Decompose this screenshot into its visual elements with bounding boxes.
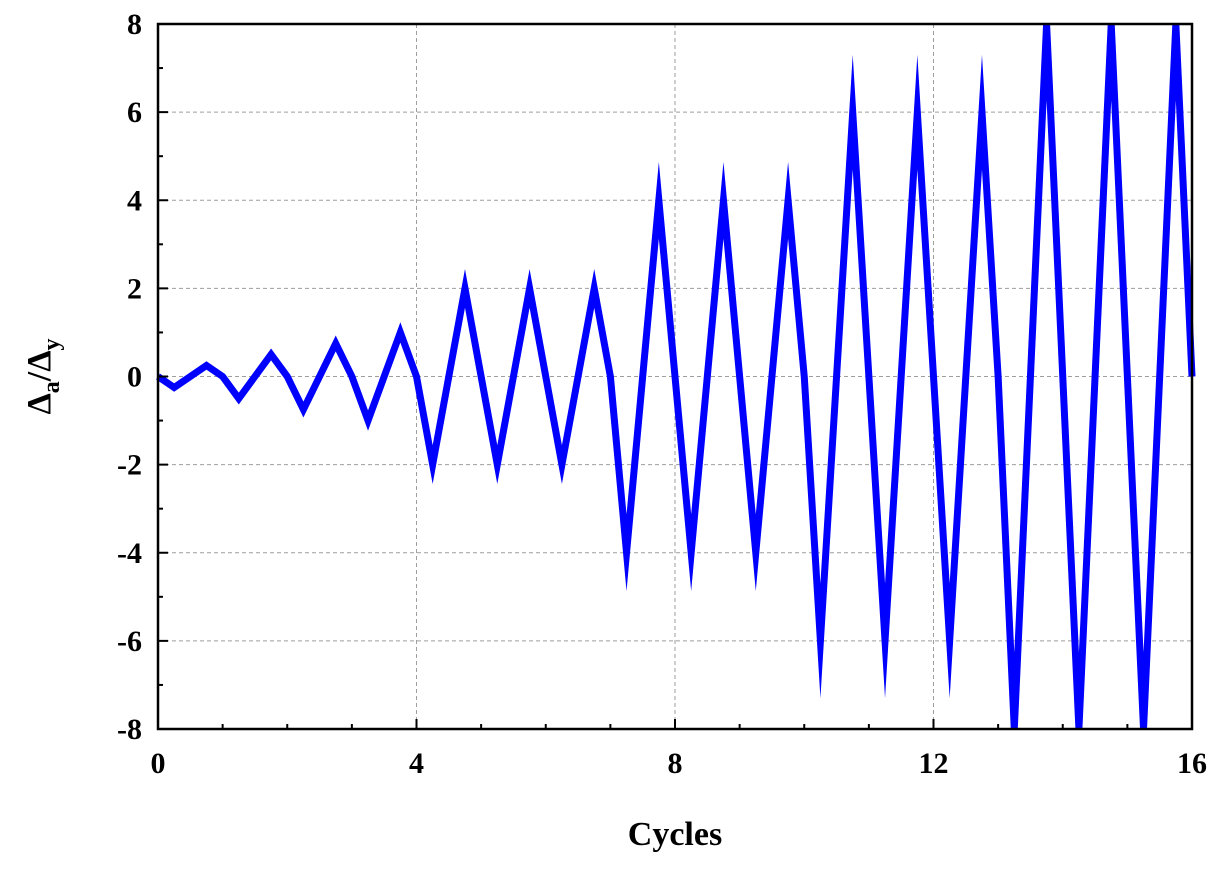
series-layer: [156, 23, 1196, 730]
svg-text:Δa/Δy: Δa/Δy: [21, 338, 65, 414]
y-tick-label: 2: [127, 272, 142, 305]
y-tick-label: -4: [117, 537, 142, 570]
x-tick-label: 4: [409, 747, 424, 780]
y-title-slash: /: [21, 371, 58, 382]
y-tick-label: 4: [127, 184, 142, 217]
y-title-delta-2: Δ: [21, 350, 58, 371]
x-axis-title: Cycles: [628, 816, 722, 853]
y-title-delta-1: Δ: [21, 393, 58, 414]
x-tick-label: 0: [151, 747, 166, 780]
x-tick-label: 8: [668, 747, 683, 780]
y-title-sub-a: a: [39, 381, 65, 393]
x-tick-label: 12: [919, 747, 949, 780]
tick-marks: [157, 23, 1193, 730]
series-line-1: [156, 23, 1196, 730]
y-tick-label: 0: [127, 361, 142, 394]
y-tick-label: 8: [127, 8, 142, 41]
y-tick-label: -6: [117, 625, 142, 658]
y-tick-label: 6: [127, 96, 142, 129]
y-axis-title: Δa/Δy: [21, 338, 65, 414]
y-tick-labels: -8 -6 -4 -2 0 2 4 6 8: [117, 8, 142, 746]
x-tick-labels: 0 4 8 12 16: [151, 747, 1208, 780]
y-tick-label: -8: [117, 713, 142, 746]
y-tick-label: -2: [117, 449, 142, 482]
y-title-sub-y: y: [39, 338, 65, 350]
x-tick-label: 16: [1177, 747, 1207, 780]
